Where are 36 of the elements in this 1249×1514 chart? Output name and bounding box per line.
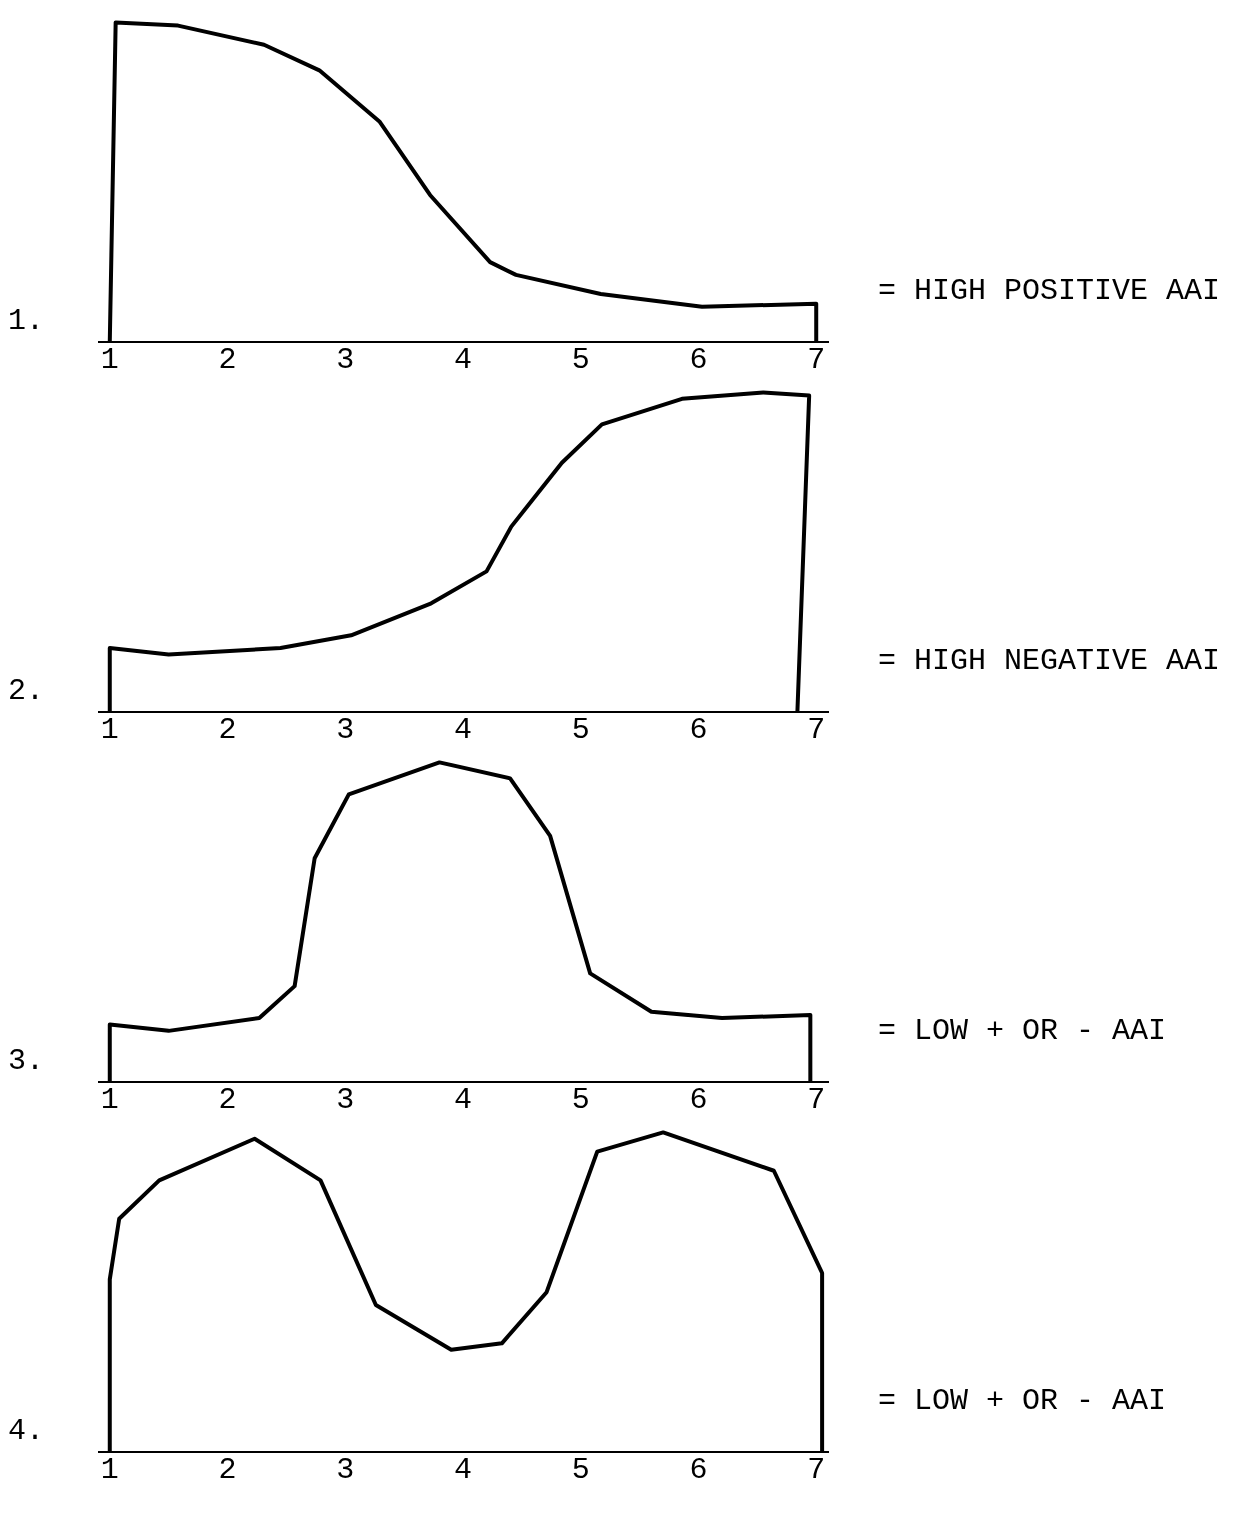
x-tick-label: 3 <box>336 1082 355 1117</box>
text: = HIGH POSITIVE AAI <box>878 274 1221 308</box>
text: = LOW + OR - AAI <box>878 1014 1167 1048</box>
text: = LOW + OR - AAI <box>878 1384 1167 1418</box>
x-tick-label: 7 <box>807 1082 826 1117</box>
x-tick-label: 2 <box>218 712 237 747</box>
x-tick-label: 1 <box>100 1082 119 1117</box>
text: 3. <box>8 1044 45 1080</box>
x-tick-label: 1 <box>100 1452 119 1487</box>
x-tick-label: 4 <box>453 342 473 377</box>
x-tick-label: 3 <box>336 342 355 377</box>
x-tick-label: 1 <box>100 342 119 377</box>
x-tick-label: 3 <box>336 712 355 747</box>
x-tick-label: 4 <box>453 1452 473 1487</box>
text: 4. <box>8 1414 45 1450</box>
x-tick-label: 2 <box>218 342 237 377</box>
x-tick-label: 3 <box>336 1452 355 1487</box>
text: 2. <box>8 674 45 710</box>
x-tick-label: 5 <box>571 342 590 377</box>
x-tick-label: 1 <box>100 712 119 747</box>
x-tick-label: 4 <box>453 712 473 747</box>
x-tick-label: 5 <box>571 1452 590 1487</box>
x-tick-label: 5 <box>571 712 590 747</box>
x-tick-label: 7 <box>807 1452 826 1487</box>
x-tick-label: 6 <box>689 1082 708 1117</box>
x-tick-label: 7 <box>807 712 826 747</box>
x-tick-label: 5 <box>571 1082 590 1117</box>
x-tick-label: 6 <box>689 342 708 377</box>
text: 1. <box>8 304 45 340</box>
x-tick-label: 2 <box>218 1452 237 1487</box>
x-tick-label: 2 <box>218 1082 237 1117</box>
x-tick-label: 6 <box>689 712 708 747</box>
text: = HIGH NEGATIVE AAI <box>878 644 1221 678</box>
x-tick-label: 6 <box>689 1452 708 1487</box>
x-tick-label: 4 <box>453 1082 473 1117</box>
x-tick-label: 7 <box>807 342 826 377</box>
